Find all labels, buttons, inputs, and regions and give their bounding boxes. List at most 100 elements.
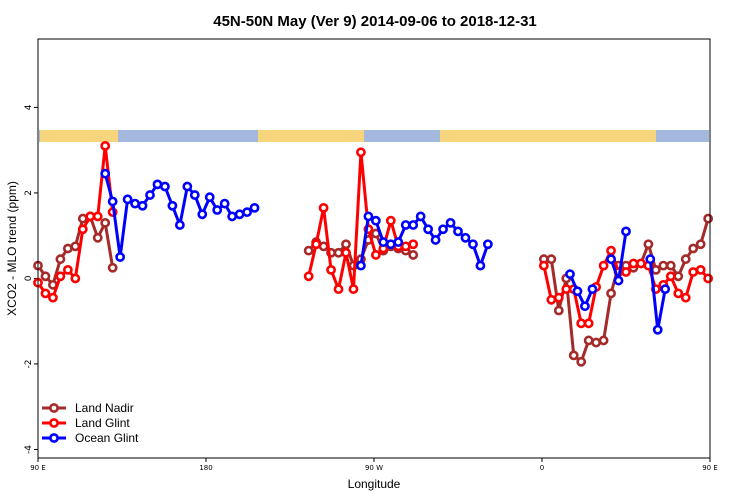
data-point bbox=[40, 271, 51, 282]
data-point bbox=[546, 294, 557, 305]
data-point bbox=[621, 226, 631, 237]
data-point bbox=[212, 205, 223, 215]
legend-label: Ocean Glint bbox=[75, 431, 139, 445]
data-point bbox=[460, 232, 471, 243]
data-point bbox=[152, 179, 163, 190]
data-point bbox=[303, 271, 314, 282]
data-point bbox=[580, 301, 590, 312]
data-point bbox=[393, 237, 404, 247]
y-axis-label: XCO2 - MLO trend (ppm) bbox=[5, 181, 19, 316]
land-band bbox=[258, 130, 364, 142]
data-point bbox=[378, 237, 389, 247]
y-tick-label: 0 bbox=[24, 275, 34, 281]
y-tick-label: -2 bbox=[24, 359, 34, 368]
data-point bbox=[695, 264, 706, 275]
y-tick-label: -4 bbox=[24, 445, 34, 454]
data-point bbox=[673, 288, 684, 299]
data-point bbox=[189, 190, 200, 200]
data-point bbox=[182, 181, 193, 192]
data-point bbox=[606, 254, 616, 265]
x-axis: 90 E 180 90 W 0 90 E bbox=[30, 458, 718, 472]
data-point bbox=[445, 217, 456, 228]
legend-swatch-marker bbox=[49, 433, 59, 443]
data-point bbox=[628, 258, 639, 269]
data-point bbox=[408, 250, 419, 260]
data-point bbox=[546, 254, 557, 265]
data-point bbox=[311, 239, 322, 250]
data-point bbox=[70, 241, 81, 252]
data-point bbox=[695, 239, 706, 250]
data-point bbox=[234, 209, 245, 220]
data-point bbox=[606, 245, 616, 256]
data-point bbox=[673, 271, 684, 282]
data-point bbox=[385, 215, 396, 226]
data-point bbox=[538, 260, 549, 271]
plot-frame bbox=[37, 38, 711, 459]
data-point bbox=[77, 224, 88, 235]
data-point bbox=[92, 232, 103, 243]
data-point bbox=[643, 239, 654, 250]
data-point bbox=[167, 200, 178, 211]
data-point bbox=[370, 250, 381, 260]
data-point bbox=[333, 284, 344, 295]
data-point bbox=[48, 292, 58, 303]
data-point bbox=[100, 168, 111, 179]
data-point bbox=[415, 211, 426, 222]
data-point bbox=[645, 254, 656, 265]
data-point bbox=[100, 140, 111, 151]
data-point bbox=[219, 198, 230, 209]
series-ocean-glint bbox=[100, 168, 671, 335]
legend-item: Ocean Glint bbox=[42, 431, 139, 445]
data-point bbox=[356, 147, 366, 158]
data-point bbox=[583, 335, 594, 346]
data-point bbox=[703, 273, 714, 284]
legend-item: Land Glint bbox=[42, 416, 130, 430]
series-line bbox=[568, 273, 594, 308]
data-point bbox=[400, 241, 411, 252]
data-point bbox=[576, 356, 587, 367]
data-point bbox=[333, 247, 344, 258]
data-point bbox=[341, 239, 351, 250]
data-point bbox=[341, 247, 351, 258]
land-band bbox=[40, 130, 118, 142]
data-point bbox=[598, 335, 609, 346]
x-axis-label: Longitude bbox=[348, 477, 401, 491]
data-point bbox=[318, 241, 329, 252]
data-point bbox=[249, 202, 260, 213]
data-point bbox=[553, 292, 564, 303]
data-point bbox=[197, 209, 208, 220]
legend-label: Land Nadir bbox=[75, 401, 134, 415]
data-point bbox=[423, 224, 434, 235]
data-point bbox=[326, 264, 336, 275]
data-point bbox=[303, 245, 314, 256]
data-point bbox=[621, 267, 631, 277]
y-tick-label: 4 bbox=[24, 104, 34, 110]
data-point bbox=[70, 273, 81, 284]
y-tick-label: 2 bbox=[24, 190, 34, 196]
x-tick-label: 0 bbox=[540, 464, 544, 472]
data-point bbox=[636, 258, 646, 269]
data-point bbox=[591, 337, 602, 348]
data-point bbox=[430, 235, 441, 245]
data-point bbox=[572, 286, 583, 297]
data-point bbox=[665, 271, 676, 282]
data-point bbox=[408, 220, 419, 230]
data-point bbox=[583, 318, 594, 329]
data-point bbox=[688, 267, 699, 277]
data-point bbox=[565, 269, 575, 280]
data-point bbox=[587, 284, 598, 295]
data-point bbox=[475, 260, 486, 271]
chart-title: 45N-50N May (Ver 9) 2014-09-06 to 2018-1… bbox=[213, 13, 537, 30]
legend-item: Land Nadir bbox=[42, 401, 134, 415]
data-point bbox=[652, 324, 663, 335]
data-point bbox=[598, 260, 609, 271]
series-land-nadir bbox=[33, 211, 714, 367]
data-point bbox=[385, 239, 396, 250]
data-point bbox=[468, 239, 478, 250]
data-point bbox=[100, 217, 111, 228]
data-point bbox=[568, 350, 579, 361]
data-point bbox=[658, 260, 669, 271]
x-tick-label: 90 E bbox=[702, 464, 718, 472]
data-point bbox=[40, 288, 51, 299]
